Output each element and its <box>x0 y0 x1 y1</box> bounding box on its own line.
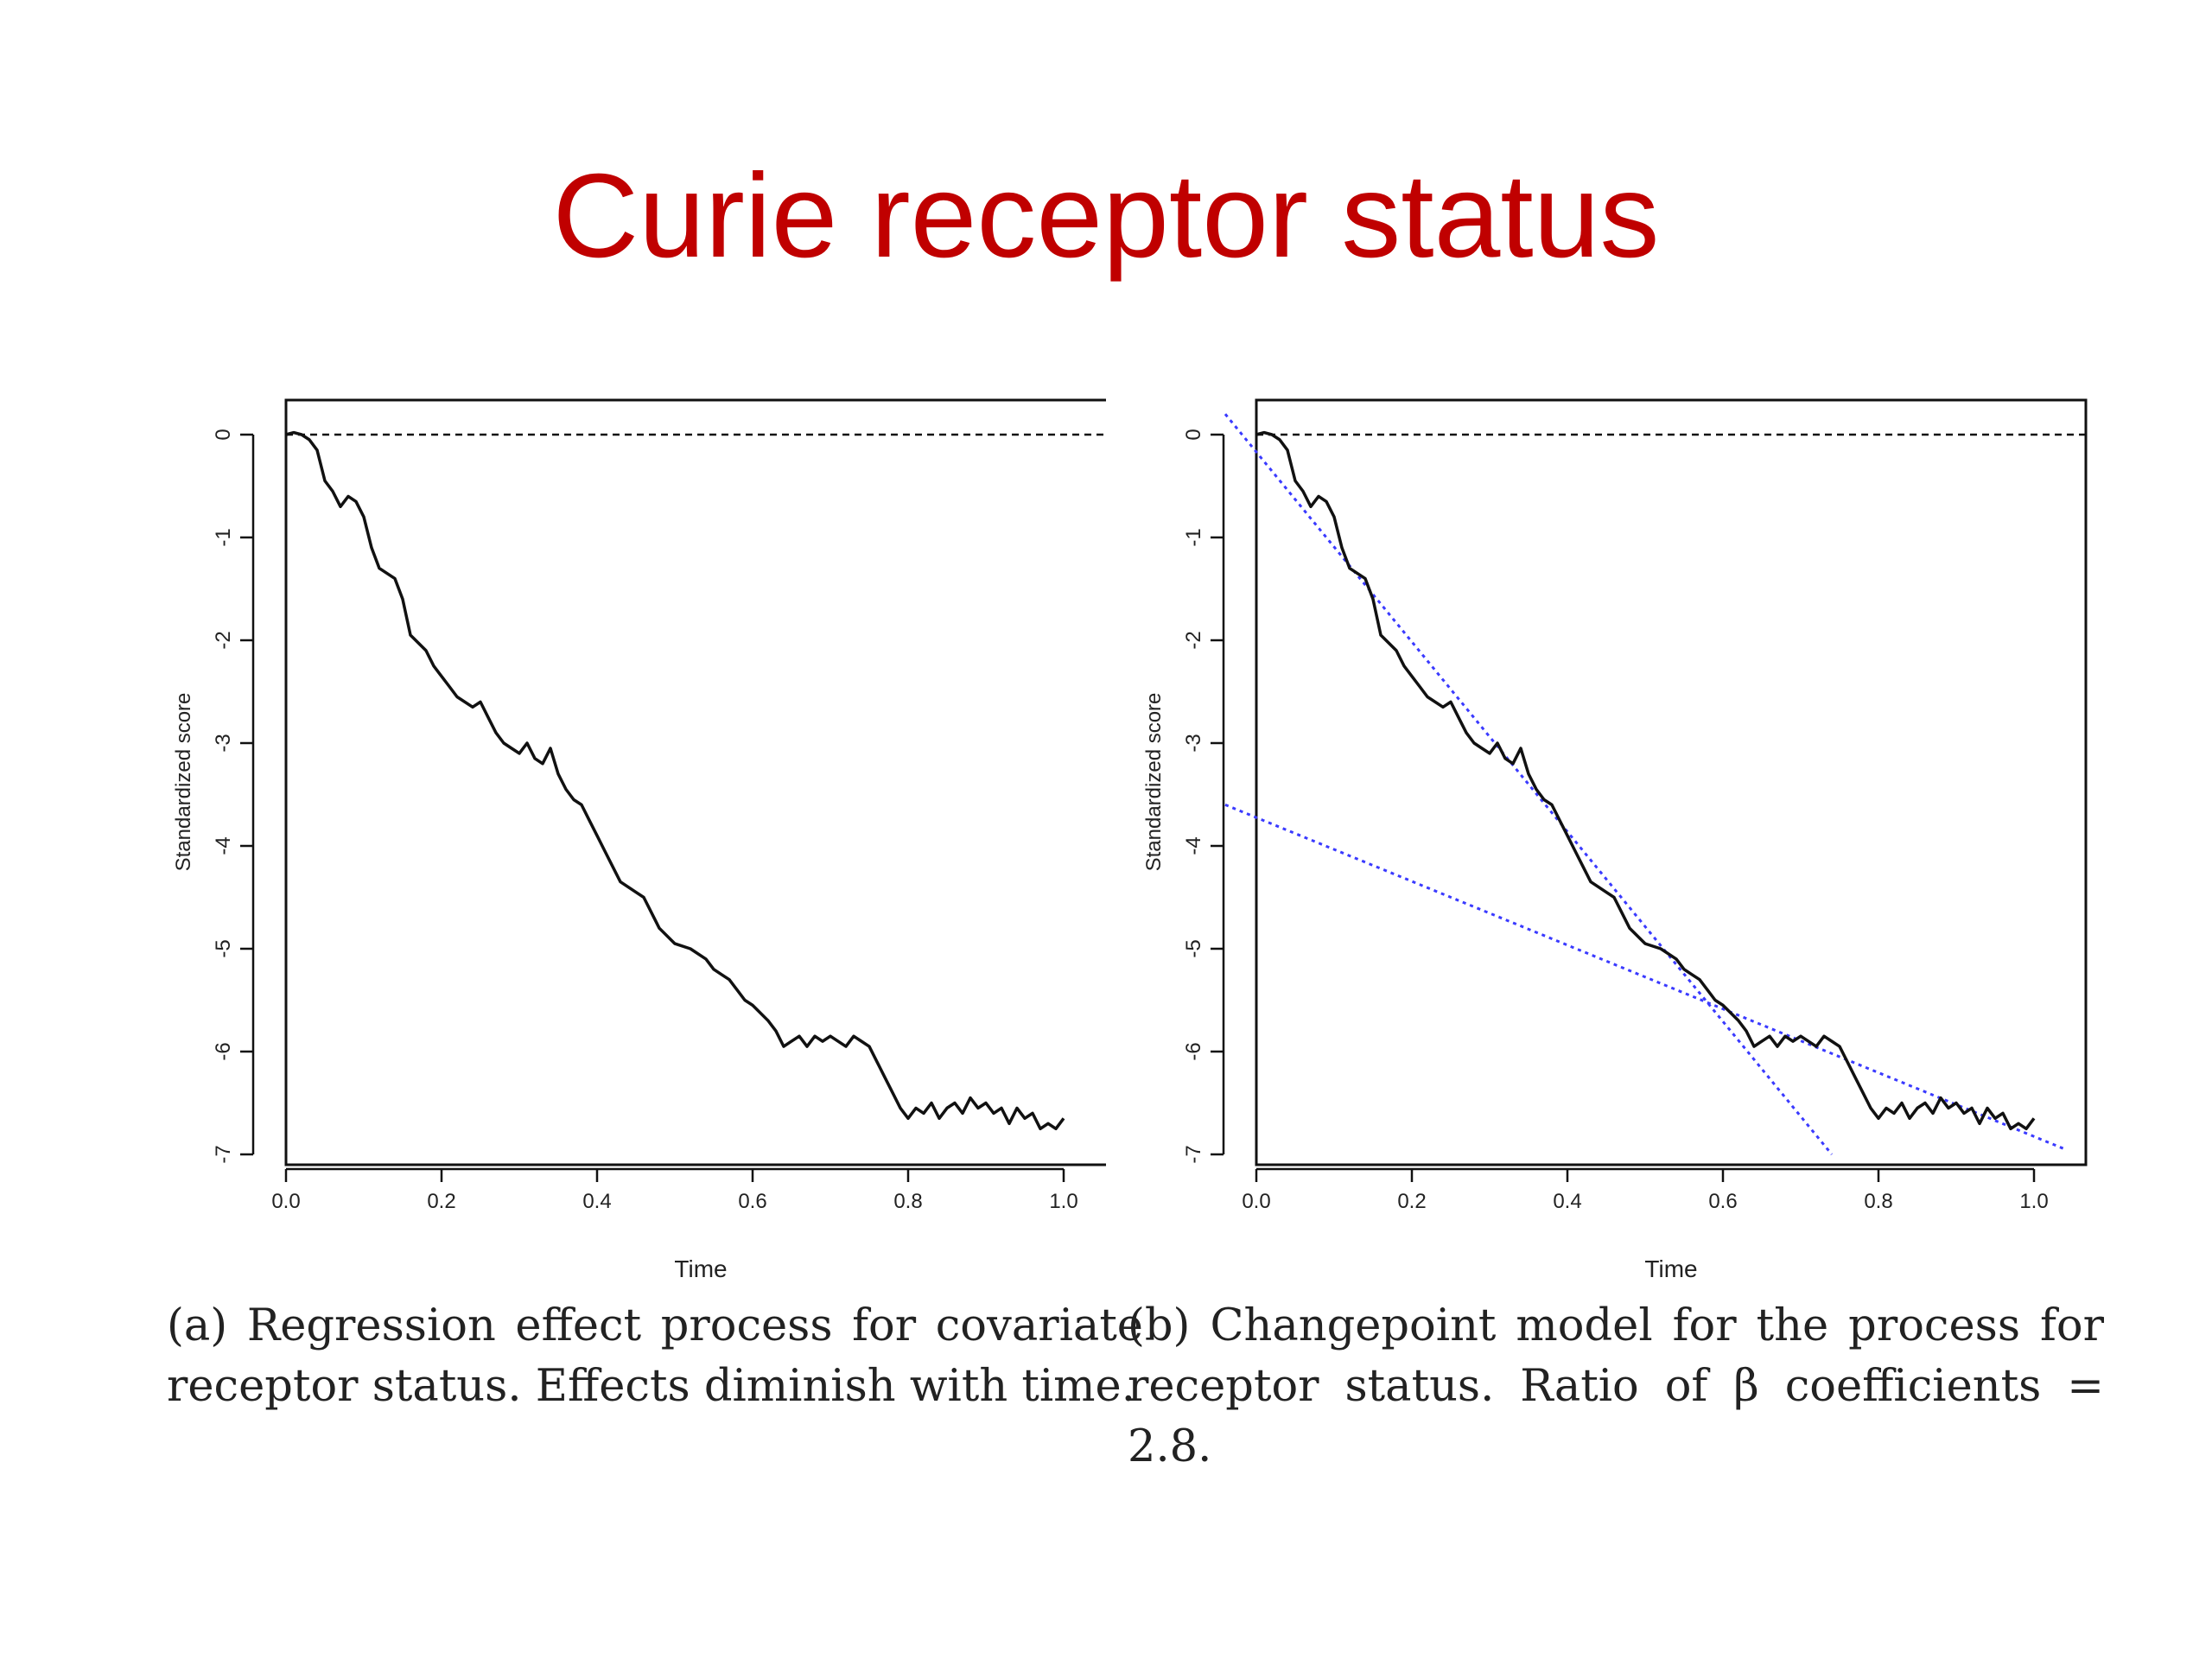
y-tick-label: -7 <box>1182 1145 1205 1163</box>
x-tick-label: 0.0 <box>1242 1190 1270 1213</box>
y-tick-label: -5 <box>1182 939 1205 957</box>
x-axis: 0.0 0.2 0.4 0.6 0.8 1.0 <box>271 1167 1078 1213</box>
y-axis-label: Standardized score <box>172 693 195 872</box>
x-tick-label: 0.0 <box>271 1190 300 1213</box>
x-axis-label: Time <box>674 1255 727 1282</box>
fit-line <box>1224 413 1834 1155</box>
slide-title: Curie receptor status <box>552 149 1660 283</box>
y-tick-label: 0 <box>212 429 235 440</box>
fit-line <box>1224 804 2066 1151</box>
y-tick-label: -6 <box>1182 1042 1205 1060</box>
y-tick-label: -2 <box>1182 631 1205 649</box>
series-line <box>285 430 1065 1131</box>
x-tick-label: 0.2 <box>1397 1190 1426 1213</box>
x-tick-label: 0.4 <box>1553 1190 1581 1213</box>
plot-frame <box>284 398 1106 1166</box>
chart-changepoint-model: 0 -1 -2 -3 -4 -5 -6 -7 0.0 0.2 0.4 0.6 0.8 1.0 Stand… <box>1142 398 2088 1282</box>
x-tick-label: 0.8 <box>1864 1190 1892 1213</box>
x-tick-label: 0.8 <box>893 1190 922 1213</box>
plot-frame <box>1255 398 2088 1166</box>
x-axis-label: Time <box>1644 1255 1697 1282</box>
series-line <box>1255 430 2036 1131</box>
y-axis: 0 -1 -2 -3 -4 -5 -6 -7 <box>1182 429 1225 1164</box>
y-tick-label: -5 <box>212 939 235 957</box>
fit-lines <box>1224 413 2066 1155</box>
y-tick-label: -6 <box>212 1042 235 1060</box>
x-tick-label: 1.0 <box>2019 1190 2048 1213</box>
y-tick-label: -3 <box>1182 734 1205 752</box>
caption-a: (a) Regression effect process for covari… <box>167 1300 1143 1412</box>
y-axis-label: Standardized score <box>1142 693 1166 872</box>
y-tick-label: -1 <box>1182 528 1205 546</box>
x-tick-label: 0.6 <box>738 1190 766 1213</box>
y-axis: 0 -1 -2 -3 -4 -5 -6 -7 <box>212 429 255 1164</box>
y-tick-label: 0 <box>1182 429 1205 440</box>
y-tick-label: -2 <box>212 631 235 649</box>
x-tick-label: 1.0 <box>1049 1190 1077 1213</box>
y-tick-label: -4 <box>212 836 235 855</box>
x-tick-label: 0.4 <box>582 1190 611 1213</box>
y-tick-label: -4 <box>1182 836 1205 855</box>
x-tick-label: 0.2 <box>427 1190 455 1213</box>
x-tick-label: 0.6 <box>1708 1190 1737 1213</box>
chart-regression-effect: 0 -1 -2 -3 -4 -5 -6 -7 0.0 0.2 0.4 0.6 0.8 1.0 Stand… <box>172 398 1106 1282</box>
y-tick-label: -3 <box>212 734 235 752</box>
y-tick-label: -1 <box>212 528 235 546</box>
caption-b: (b) Changepoint model for the process fo… <box>1128 1300 2104 1472</box>
y-tick-label: -7 <box>212 1145 235 1163</box>
x-axis: 0.0 0.2 0.4 0.6 0.8 1.0 <box>1242 1167 2049 1213</box>
